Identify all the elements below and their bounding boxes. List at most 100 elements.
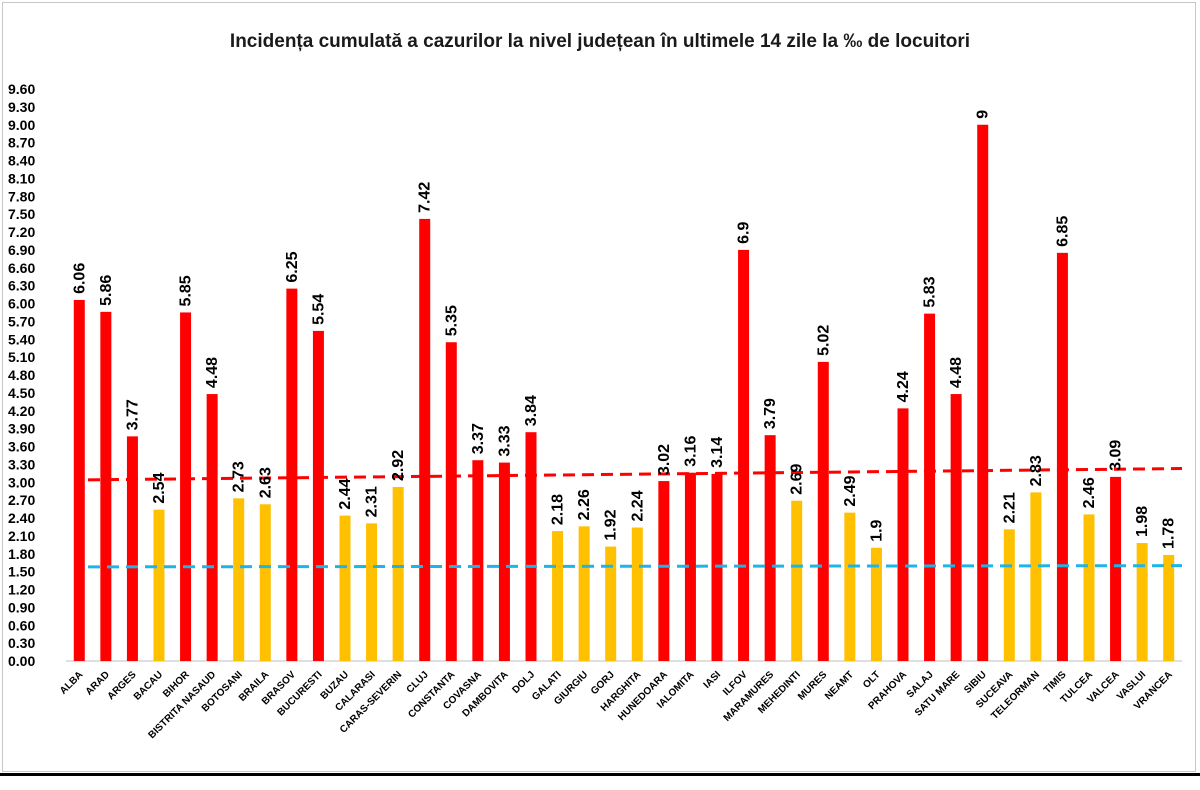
bar [1136, 543, 1148, 661]
y-tick-label: 1.20 [8, 582, 35, 598]
y-tick-label: 7.80 [8, 188, 35, 204]
data-label: 4.48 [948, 357, 965, 388]
bar [100, 311, 112, 661]
data-label: 2.83 [1028, 455, 1045, 486]
bar [366, 523, 378, 661]
y-tick-label: 6.90 [8, 242, 35, 258]
y-tick-label: 6.60 [8, 260, 35, 276]
y-tick-label: 3.00 [8, 474, 35, 490]
y-tick-label: 8.70 [8, 135, 35, 151]
category-label: IASI [702, 669, 724, 691]
data-label: 1.9 [868, 519, 885, 541]
data-label: 3.02 [656, 444, 673, 475]
data-label: 1.92 [603, 509, 620, 540]
data-label: 2.46 [1081, 477, 1098, 508]
category-label: ALBA [58, 669, 85, 696]
category-label: TELEORMAN [989, 669, 1042, 722]
data-label: 7.42 [417, 182, 434, 213]
data-label: 3.77 [124, 399, 141, 430]
bar [259, 504, 271, 661]
data-label: 2.69 [789, 463, 806, 494]
y-tick-label: 1.50 [8, 564, 35, 580]
data-label: 5.54 [310, 294, 327, 325]
bar [233, 498, 245, 661]
data-label: 9 [975, 110, 992, 119]
data-label: 4.48 [204, 357, 221, 388]
bar [1003, 529, 1015, 661]
bar [1056, 252, 1068, 661]
data-label: 3.84 [523, 395, 540, 426]
bar [631, 527, 643, 661]
bar [844, 512, 856, 661]
y-tick-label: 9.30 [8, 99, 35, 115]
bar [658, 481, 670, 661]
bar [817, 361, 829, 661]
y-tick-label: 3.90 [8, 421, 35, 437]
y-tick-label: 5.10 [8, 349, 35, 365]
category-label: NEAMT [823, 669, 856, 702]
bar [578, 526, 590, 661]
category-label: OLT [861, 669, 882, 690]
data-label: 6.9 [736, 222, 753, 244]
data-label: 2.63 [257, 467, 274, 498]
data-label: 2.21 [1001, 492, 1018, 523]
data-label: 3.37 [470, 423, 487, 454]
data-label: 2.44 [337, 478, 354, 509]
bar [312, 330, 324, 661]
y-tick-label: 7.50 [8, 206, 35, 222]
y-tick-label: 7.20 [8, 224, 35, 240]
bar [206, 394, 218, 661]
category-label: MURES [796, 669, 830, 703]
data-label: 6.85 [1054, 216, 1071, 247]
reference-line [87, 467, 1183, 482]
bar [684, 472, 696, 661]
bar [1110, 476, 1122, 661]
data-label: 3.79 [762, 398, 779, 429]
data-label: 2.18 [550, 494, 567, 525]
y-tick-label: 3.60 [8, 439, 35, 455]
y-tick-label: 5.40 [8, 331, 35, 347]
data-label: 2.73 [231, 461, 248, 492]
y-tick-label: 2.40 [8, 510, 35, 526]
bar [498, 462, 510, 661]
bar [552, 531, 564, 661]
bar [791, 500, 803, 661]
bar [1163, 554, 1175, 661]
bar [605, 546, 617, 661]
y-tick-label: 8.40 [8, 153, 35, 169]
data-label: 2.49 [842, 475, 859, 506]
data-label: 2.24 [629, 490, 646, 521]
bar [419, 218, 431, 661]
y-tick-label: 2.70 [8, 492, 35, 508]
bar [950, 394, 962, 661]
reference-line [87, 564, 1183, 569]
y-tick-label: 8.10 [8, 170, 35, 186]
y-tick-label: 9.60 [8, 81, 35, 97]
data-label: 6.25 [284, 251, 301, 282]
chart-title: Incidența cumulată a cazurilor la nivel … [230, 31, 970, 52]
data-label: 4.24 [895, 371, 912, 402]
data-label: 3.09 [1108, 440, 1125, 471]
bar [977, 124, 989, 661]
data-label: 1.98 [1134, 506, 1151, 537]
bar [286, 288, 298, 661]
y-tick-label: 0.00 [8, 653, 35, 669]
y-tick-label: 4.20 [8, 403, 35, 419]
bottom-border [0, 773, 1200, 776]
y-tick-label: 6.30 [8, 278, 35, 294]
bar [126, 436, 138, 661]
data-label: 5.85 [178, 275, 195, 306]
data-label: 5.02 [815, 325, 832, 356]
bar [73, 299, 85, 661]
data-label: 3.14 [709, 437, 726, 468]
data-label: 1.78 [1161, 518, 1178, 549]
data-label: 3.16 [682, 435, 699, 466]
chart-frame [2, 2, 1196, 772]
y-tick-label: 2.10 [8, 528, 35, 544]
y-tick-label: 0.90 [8, 599, 35, 615]
data-label: 5.83 [922, 276, 939, 307]
y-tick-label: 3.30 [8, 456, 35, 472]
bar [339, 515, 351, 661]
data-label: 2.54 [151, 472, 168, 503]
